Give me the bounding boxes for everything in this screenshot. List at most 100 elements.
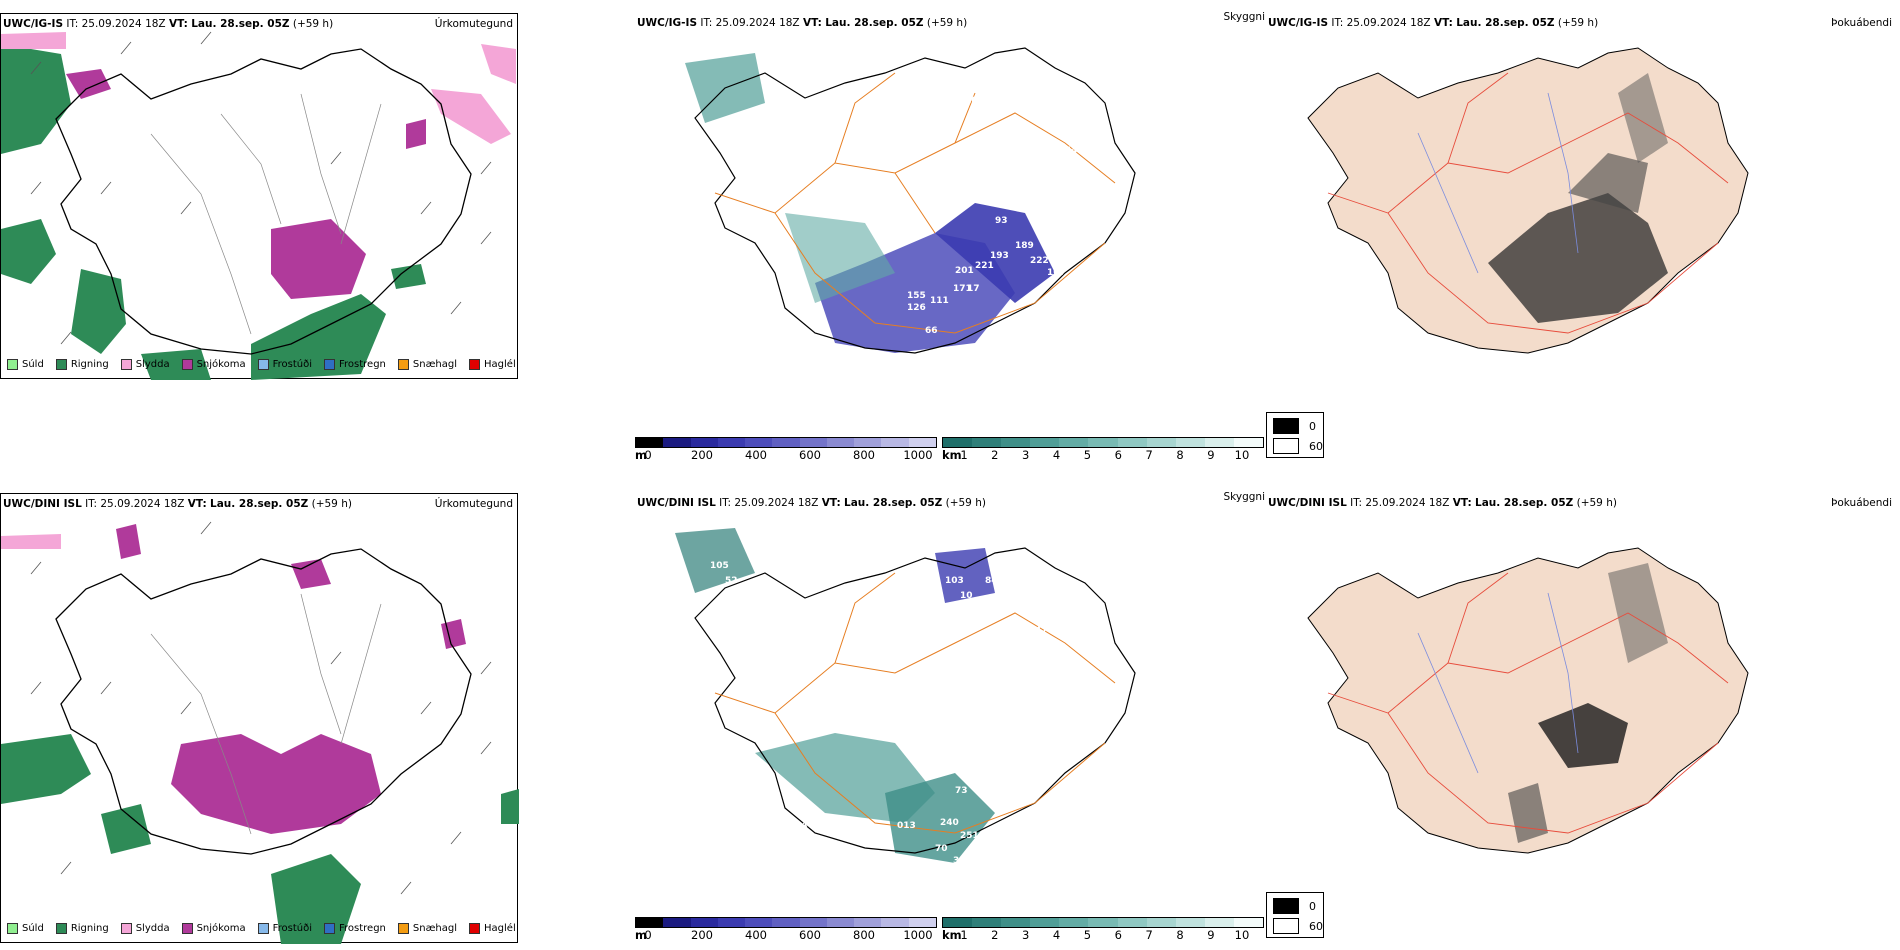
legend-item: Snæhagl — [397, 359, 457, 370]
svg-text:73: 73 — [955, 786, 968, 796]
precip-type-map-row1: UWC/IG-IS IT: 25.09.2024 18Z VT: Lau. 28… — [0, 13, 518, 380]
visibility-labels: 105 52 57 103 84 10 20 47 113 10 43 14 7… — [705, 561, 1108, 878]
svg-text:359: 359 — [907, 866, 926, 876]
coastline — [55, 48, 472, 355]
it-label: IT: — [85, 498, 98, 510]
roads — [1327, 572, 1729, 834]
svg-text:379: 379 — [950, 868, 969, 878]
svg-text:17: 17 — [967, 284, 980, 294]
svg-text:171: 171 — [953, 284, 972, 294]
model-name: UWC/IG-IS — [3, 18, 64, 30]
rain-area — [141, 349, 211, 380]
svg-text:013: 013 — [897, 821, 916, 831]
low-cloud-area — [935, 203, 1055, 303]
legend-item: Slydda — [120, 923, 170, 934]
cloudbase-colorbar — [635, 437, 937, 448]
legend-item: Snjókoma — [181, 923, 246, 934]
snow-area — [66, 69, 111, 99]
lead-time: (+59 h) — [311, 498, 352, 510]
legend-item: Slydda — [120, 359, 170, 370]
panel-title: UWC/DINI ISL IT: 25.09.2024 18Z VT: Lau.… — [3, 498, 352, 510]
visibility-unit: km — [942, 928, 962, 942]
panel-title-fog-row2: UWC/DINI ISL IT: 25.09.2024 18Z VT: Lau.… — [1268, 497, 1617, 509]
precip-legend: Súld Rigning Slydda Snjókoma Frostúði Fr… — [7, 359, 516, 370]
fog-map-row1: Þokuábendi — [1268, 13, 1900, 379]
coastline — [694, 547, 1136, 854]
rain-area — [101, 804, 151, 854]
svg-text:2: 2 — [935, 196, 941, 206]
svg-text:221: 221 — [975, 261, 994, 271]
svg-text:103: 103 — [945, 576, 964, 586]
svg-text:240: 240 — [940, 818, 959, 828]
legend-item: Haglél — [469, 923, 516, 934]
legend-item: Snjókoma — [181, 359, 246, 370]
vt-value: Lau. 28.sep. 05Z — [825, 17, 924, 29]
roads — [714, 72, 1116, 334]
rain-area — [1, 734, 91, 804]
svg-text:10: 10 — [1095, 646, 1108, 656]
wind-barbs — [30, 521, 492, 895]
fog-area — [1508, 783, 1548, 843]
svg-text:70: 70 — [935, 844, 948, 854]
svg-text:201: 201 — [955, 266, 974, 276]
fog-area — [1608, 563, 1668, 663]
legend-item: Súld — [7, 359, 44, 370]
iceland-map-fog — [1307, 547, 1749, 854]
legend-item: Frostregn — [324, 359, 386, 370]
svg-text:113: 113 — [1070, 631, 1089, 641]
svg-text:107: 107 — [1047, 268, 1066, 278]
iceland-map-visibility: 105 52 57 103 84 10 20 47 113 10 43 14 7… — [675, 528, 1136, 878]
svg-text:44: 44 — [1065, 146, 1078, 156]
fog-area — [1488, 193, 1668, 323]
svg-text:193: 193 — [990, 251, 1009, 261]
svg-text:177: 177 — [875, 206, 894, 216]
it-value: 25.09.2024 18Z — [81, 18, 166, 30]
it-value: 25.09.2024 18Z — [1346, 17, 1431, 29]
cloudbase-unit: m — [635, 448, 647, 462]
svg-text:10: 10 — [960, 591, 973, 601]
fog-area — [1618, 73, 1668, 163]
svg-text:10: 10 — [965, 96, 978, 106]
fog-legend-item: 0 — [1273, 898, 1316, 914]
svg-text:25: 25 — [1085, 126, 1098, 136]
fog-legend-item: 60 — [1273, 438, 1323, 454]
legend-item: Haglél — [469, 359, 516, 370]
snow-area — [291, 559, 331, 589]
legend-item: Frostúði — [257, 359, 312, 370]
svg-text:251: 251 — [960, 831, 979, 841]
rain-area — [251, 294, 386, 380]
snow-area — [271, 219, 366, 299]
svg-text:52: 52 — [725, 576, 738, 586]
svg-text:43: 43 — [1090, 696, 1103, 706]
svg-text:155: 155 — [907, 291, 926, 301]
vt-label: VT: — [1433, 17, 1453, 29]
reduced-visibility-area — [675, 528, 755, 593]
legend-item: Rigning — [55, 359, 109, 370]
snow-area — [116, 524, 141, 559]
sleet-area — [431, 89, 511, 144]
model-name: UWC/IG-IS — [1268, 17, 1329, 29]
it-label: IT: — [66, 18, 79, 30]
svg-text:29: 29 — [928, 861, 941, 871]
low-cloud-area — [935, 548, 995, 603]
panel-field-name: Skyggni — [1223, 491, 1266, 503]
rain-area — [271, 854, 361, 944]
vt-label: VT: — [821, 497, 841, 509]
visibility-labels: 43 10 2 177 93 189 193 221 222 201 107 1… — [875, 96, 1098, 336]
model-name: UWC/DINI ISL — [3, 498, 82, 510]
panel-title: UWC/DINI ISL IT: 25.09.2024 18Z VT: Lau.… — [637, 497, 986, 509]
panel-field-name: Skyggni — [1223, 11, 1266, 23]
roads — [714, 572, 1116, 834]
lead-time: (+59 h) — [1576, 497, 1617, 509]
lead-time: (+59 h) — [292, 18, 334, 30]
svg-text:43: 43 — [1040, 111, 1053, 121]
iceland-map-precip — [1, 521, 519, 944]
it-label: IT: — [1331, 17, 1344, 29]
panel-field-name: Úrkomutegund — [434, 18, 513, 30]
rivers — [150, 93, 382, 335]
visibility-colorbar — [942, 437, 1264, 448]
svg-text:14: 14 — [970, 741, 983, 751]
panel-field-name: Úrkomutegund — [434, 498, 513, 510]
svg-text:93: 93 — [995, 216, 1008, 226]
fog-legend: 0 60 — [1266, 412, 1324, 458]
